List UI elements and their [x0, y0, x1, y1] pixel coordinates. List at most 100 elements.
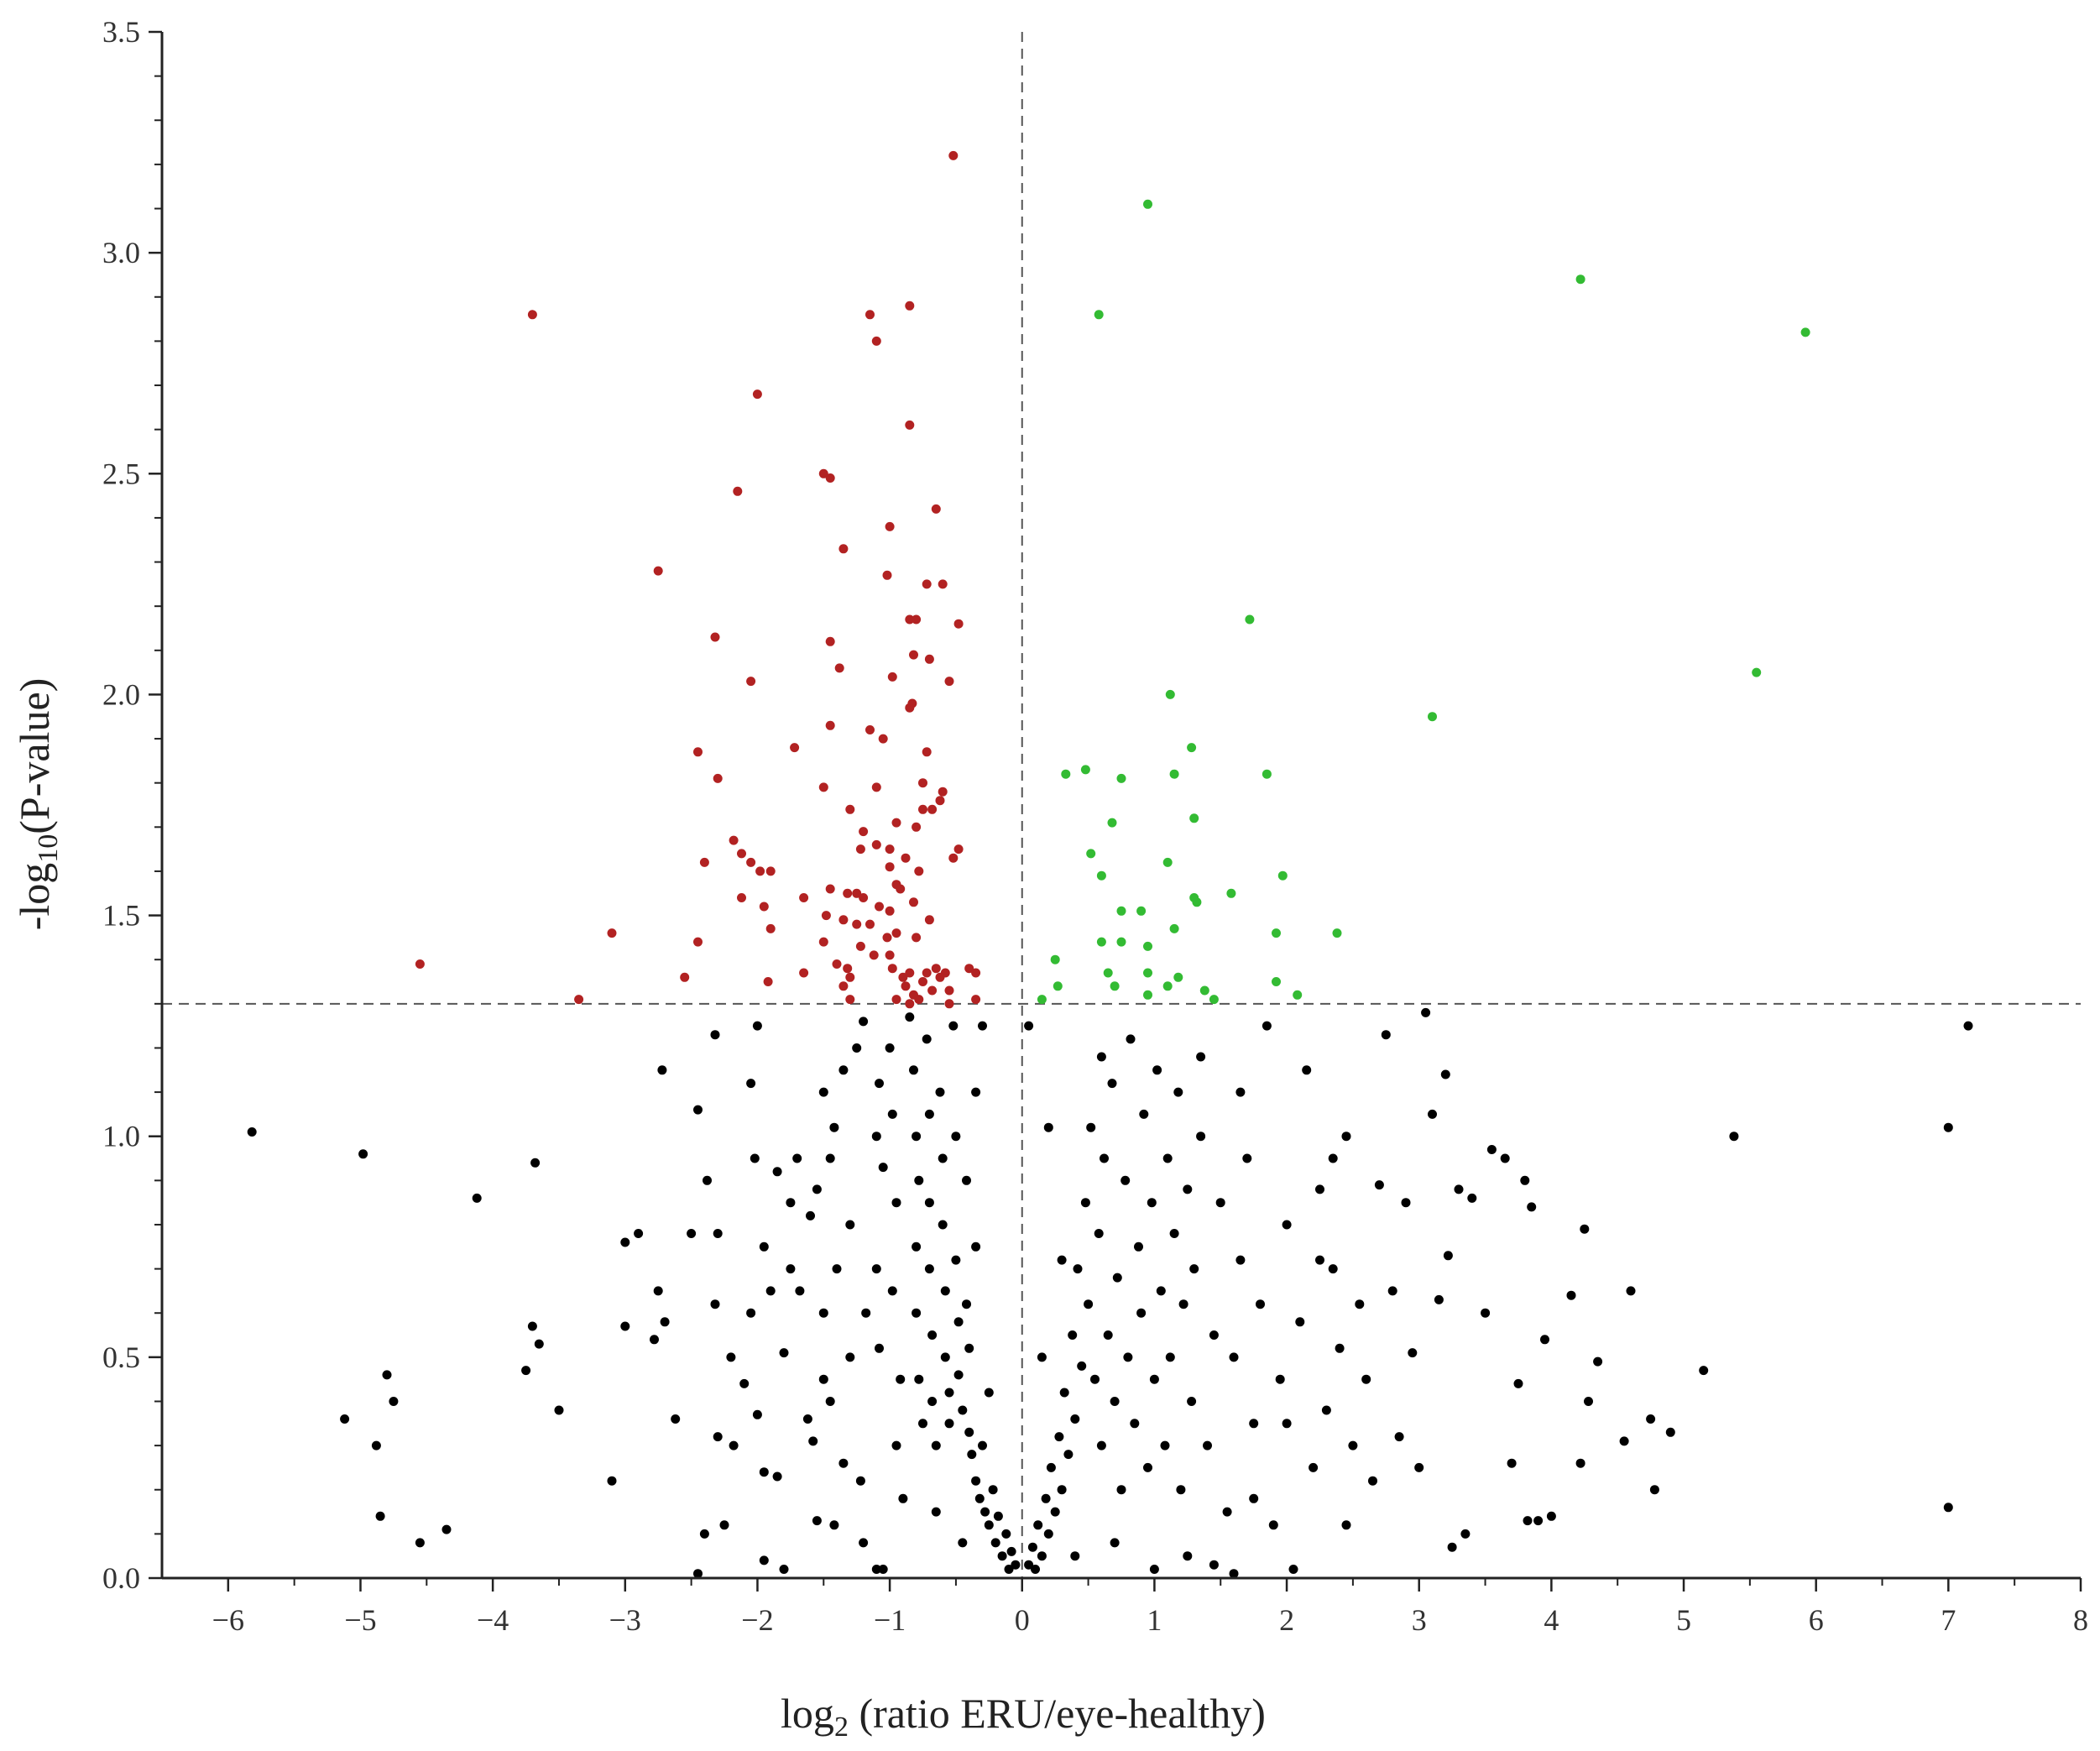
data-point [358, 1149, 368, 1159]
data-point [733, 486, 743, 496]
data-point [1121, 1175, 1131, 1185]
x-tick-label: −3 [609, 1603, 641, 1637]
data-point [832, 1264, 842, 1274]
data-point [818, 1308, 828, 1318]
data-point [885, 862, 895, 872]
data-point [845, 1220, 855, 1230]
data-point [882, 933, 892, 943]
data-point [838, 1458, 849, 1468]
data-point [1136, 906, 1147, 916]
data-point [1178, 1299, 1188, 1309]
data-point [927, 985, 938, 996]
y-tick-label: 0.0 [102, 1561, 140, 1595]
data-point [855, 844, 865, 855]
data-point [1272, 928, 1281, 938]
data-point [1540, 1335, 1549, 1345]
data-point [818, 1087, 828, 1097]
data-point [967, 1450, 977, 1460]
data-point [838, 1065, 849, 1075]
data-point [859, 1017, 869, 1027]
data-point [1293, 990, 1303, 1000]
data-point [918, 977, 927, 986]
data-point [765, 923, 776, 933]
data-point [1963, 1021, 1973, 1031]
data-point [1368, 1476, 1377, 1486]
data-point [859, 827, 869, 837]
data-point [821, 911, 831, 921]
data-point [918, 778, 927, 788]
data-point [935, 972, 945, 982]
data-point [1004, 1565, 1014, 1574]
data-point [924, 1109, 934, 1119]
data-point [909, 1065, 918, 1075]
data-point [1523, 1516, 1533, 1526]
data-point [898, 1493, 908, 1503]
data-point [1094, 310, 1104, 320]
data-point [855, 941, 865, 951]
data-point [1800, 327, 1810, 337]
data-point [924, 654, 934, 664]
data-point [620, 1321, 630, 1331]
data-point [1546, 1511, 1556, 1521]
data-point [1575, 274, 1585, 285]
data-point [912, 1132, 922, 1142]
data-point [472, 1193, 482, 1203]
data-point [891, 995, 901, 1005]
data-point [699, 857, 709, 867]
data-point [845, 1352, 855, 1362]
data-point [1116, 937, 1126, 947]
data-point [1619, 1436, 1629, 1446]
data-point [1189, 1264, 1199, 1274]
data-point [1037, 995, 1047, 1005]
data-point [825, 636, 835, 646]
data-point [530, 1158, 541, 1168]
data-point [871, 336, 881, 346]
data-point [905, 999, 915, 1009]
data-point [852, 1043, 862, 1053]
data-point [1070, 1551, 1080, 1561]
data-point [1073, 1264, 1083, 1274]
data-point [891, 1440, 901, 1450]
data-point [818, 468, 828, 478]
data-point [1126, 1034, 1136, 1044]
data-point [1033, 1520, 1043, 1530]
data-points [247, 150, 1973, 1579]
data-point [699, 1529, 709, 1539]
data-point [1443, 1251, 1453, 1261]
data-point [1256, 1299, 1265, 1309]
data-point [838, 981, 849, 991]
data-point [713, 1432, 723, 1442]
data-point [1096, 1440, 1106, 1450]
data-point [1134, 1241, 1143, 1252]
threshold-lines [162, 32, 2081, 1578]
data-point [1649, 1485, 1659, 1495]
data-point [1024, 1560, 1034, 1570]
data-point [1408, 1348, 1418, 1358]
x-tick-label: 8 [2073, 1603, 2088, 1637]
data-point [746, 857, 756, 867]
data-point [1107, 818, 1117, 828]
data-point [927, 804, 938, 814]
data-point [1057, 1255, 1067, 1265]
data-point [1229, 1569, 1239, 1579]
data-point [1027, 1542, 1037, 1552]
data-point [1116, 773, 1126, 783]
data-point [885, 521, 895, 531]
data-point [1460, 1529, 1471, 1539]
data-point [1315, 1184, 1324, 1194]
data-point [1245, 614, 1255, 625]
data-point [671, 1414, 681, 1424]
y-tick-label: 2.0 [102, 677, 140, 711]
data-point [1050, 1507, 1060, 1517]
data-point [1374, 1180, 1384, 1190]
data-point [1160, 1440, 1170, 1450]
data-point [951, 1255, 961, 1265]
data-point [944, 985, 954, 996]
data-point [1156, 1286, 1166, 1296]
data-point [680, 972, 690, 982]
data-point [746, 1079, 756, 1089]
data-point [750, 1153, 760, 1163]
data-point [534, 1339, 544, 1349]
data-point [657, 1065, 667, 1075]
